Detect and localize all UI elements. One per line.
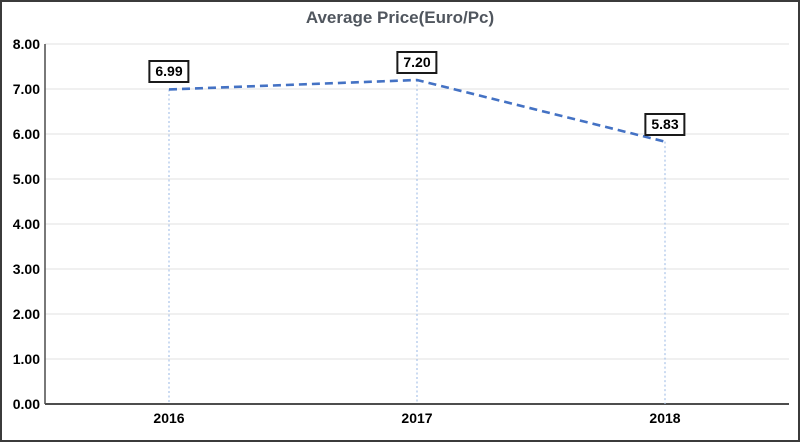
y-tick-label: 0.00	[12, 396, 40, 412]
x-tick-label: 2017	[401, 410, 433, 426]
data-label: 7.20	[396, 51, 438, 74]
y-tick-label: 4.00	[12, 216, 40, 232]
y-tick-label: 7.00	[12, 81, 40, 97]
y-tick-label: 1.00	[12, 351, 40, 367]
y-tick-label: 3.00	[12, 261, 40, 277]
data-label: 6.99	[148, 60, 190, 84]
y-tick-label: 2.00	[12, 306, 40, 322]
data-label: 5.83	[644, 112, 686, 136]
x-tick-label: 2018	[649, 410, 681, 426]
series-line	[168, 78, 666, 143]
y-tick-label: 6.00	[12, 126, 40, 142]
chart-title: Average Price(Euro/Pc)	[305, 8, 495, 27]
y-tick-label: 5.00	[12, 171, 40, 187]
y-tick-label: 8.00	[12, 36, 40, 52]
x-tick-label: 2016	[153, 410, 185, 426]
